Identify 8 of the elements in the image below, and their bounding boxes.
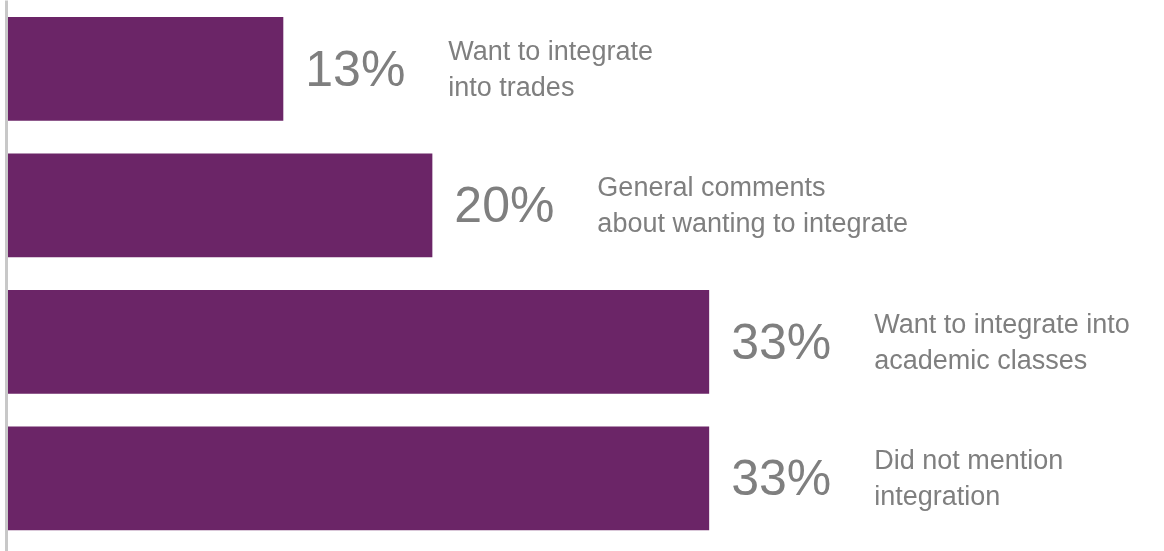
y-tick-label: Want to integrate into trades — [448, 35, 653, 102]
y-tick-label: Want to integrate into academic classes — [874, 308, 1130, 375]
y-tick-label: Did not mention integration — [874, 445, 1064, 512]
y-tick-label: General comments about wanting to integrate — [597, 172, 909, 239]
data-label: 33% — [731, 313, 832, 370]
data-label: 33% — [731, 450, 832, 507]
data-label: 13% — [305, 40, 406, 97]
data-label: 20% — [454, 177, 555, 234]
